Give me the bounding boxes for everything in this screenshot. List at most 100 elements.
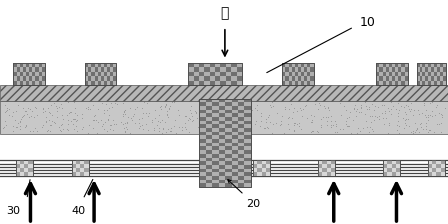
Point [74, 129, 81, 133]
Point [269, 104, 276, 108]
Bar [245, 121, 251, 124]
Point [237, 126, 245, 130]
Point [66, 111, 73, 114]
Bar [257, 160, 262, 164]
Point [381, 122, 388, 126]
Point [414, 126, 421, 130]
Point [362, 100, 369, 104]
Bar [206, 150, 212, 154]
Bar [199, 132, 206, 136]
Point [204, 122, 211, 126]
Point [239, 130, 246, 133]
Bar [396, 168, 400, 172]
Bar [225, 169, 232, 172]
Bar [389, 63, 392, 67]
Point [79, 112, 86, 116]
Point [402, 110, 409, 114]
Bar [199, 124, 206, 128]
Point [210, 103, 217, 106]
Bar [262, 172, 266, 176]
Bar [17, 67, 20, 72]
Point [424, 130, 431, 134]
Point [1, 103, 9, 106]
Bar [318, 160, 335, 176]
Point [121, 129, 128, 133]
Bar [398, 67, 401, 72]
Point [425, 118, 432, 122]
Point [309, 129, 316, 133]
Bar [285, 67, 289, 72]
Bar [206, 180, 212, 183]
Bar [383, 164, 387, 168]
Point [234, 102, 241, 105]
Point [139, 127, 146, 131]
Bar [379, 67, 383, 72]
Point [60, 127, 67, 131]
Point [246, 127, 253, 131]
Bar [253, 164, 257, 168]
Bar [219, 99, 225, 102]
Bar [386, 76, 389, 81]
Point [347, 110, 354, 113]
Point [432, 105, 439, 109]
Point [269, 123, 276, 126]
Point [60, 117, 67, 121]
Point [146, 111, 153, 115]
Point [210, 111, 217, 114]
Bar [84, 168, 89, 172]
Point [108, 123, 115, 127]
Point [113, 102, 121, 106]
Point [59, 106, 66, 110]
Bar [232, 136, 238, 139]
Point [385, 109, 392, 113]
Text: 40: 40 [71, 206, 86, 215]
Point [3, 110, 10, 113]
Point [425, 115, 432, 118]
Point [163, 102, 170, 106]
Point [93, 119, 100, 122]
Point [344, 124, 351, 127]
Bar [194, 67, 199, 72]
Point [99, 123, 106, 126]
Point [162, 103, 169, 107]
Bar [219, 136, 225, 139]
Point [226, 101, 233, 104]
Bar [417, 72, 420, 76]
Bar [26, 63, 29, 67]
Bar [215, 67, 220, 72]
Point [327, 125, 334, 129]
Point [157, 104, 164, 108]
Bar [318, 164, 323, 168]
Bar [245, 157, 251, 161]
Point [257, 114, 264, 118]
Point [199, 106, 207, 110]
Bar [80, 164, 84, 168]
Bar [232, 113, 238, 117]
Point [56, 105, 63, 109]
Bar [20, 160, 24, 164]
Point [161, 104, 168, 108]
Point [0, 125, 8, 129]
Bar [29, 168, 33, 172]
Bar [220, 81, 226, 85]
Point [434, 103, 441, 107]
Point [214, 131, 221, 135]
Point [329, 123, 336, 127]
Point [435, 111, 443, 115]
Point [1, 110, 9, 114]
Point [208, 125, 215, 128]
Bar [219, 157, 225, 161]
Point [165, 107, 172, 110]
Bar [376, 81, 379, 85]
Point [64, 118, 71, 122]
Bar [383, 63, 386, 67]
Point [366, 105, 373, 109]
Point [11, 118, 18, 122]
Point [54, 116, 61, 119]
Point [59, 122, 66, 126]
Bar [437, 76, 440, 81]
Point [194, 125, 202, 129]
Bar [104, 72, 107, 76]
Point [68, 110, 75, 114]
Bar [417, 63, 420, 67]
